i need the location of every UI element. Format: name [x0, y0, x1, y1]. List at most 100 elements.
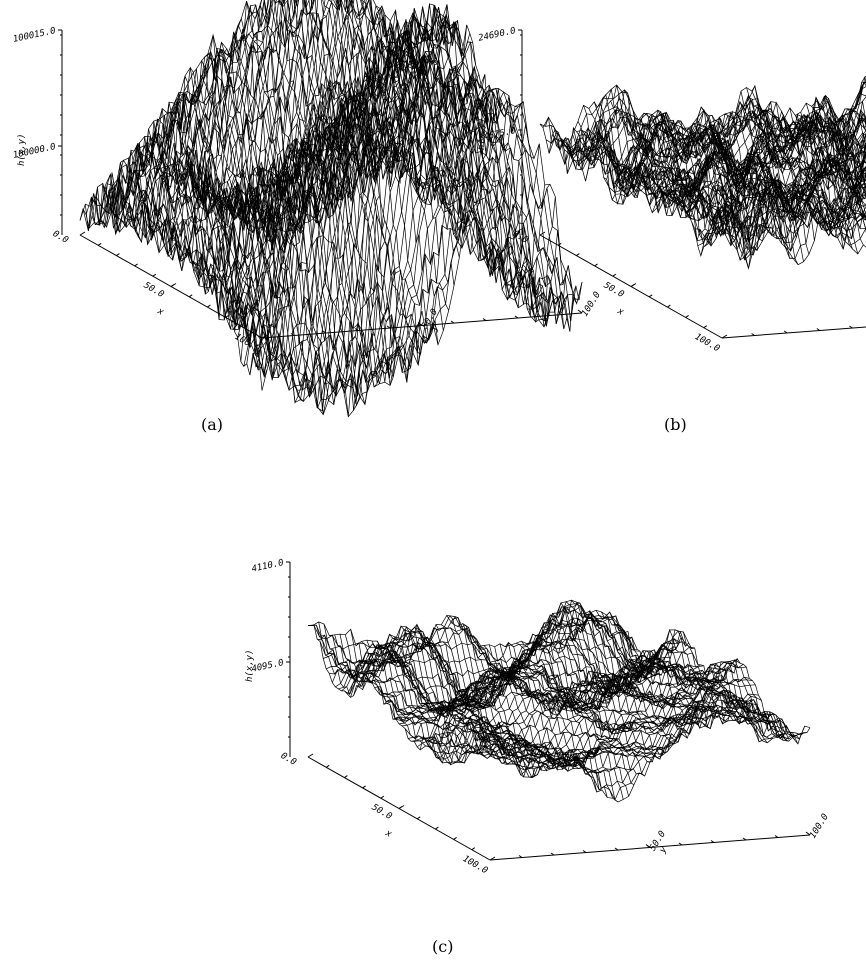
surface-line-y: [603, 118, 866, 193]
surface-line-y: [91, 95, 413, 241]
surface-line-y: [191, 10, 513, 381]
surface-line-y: [600, 121, 866, 182]
surface-line-y: [326, 599, 647, 682]
surface-line-y: [450, 704, 771, 771]
caption-a: (a): [201, 415, 224, 434]
y-minor-tick: [783, 330, 788, 334]
surface-line-y: [489, 694, 811, 803]
x-minor-tick: [557, 242, 562, 246]
x-minor-tick: [152, 273, 157, 277]
surface-line-y: [453, 695, 774, 765]
z-tick-label: 4095.0: [251, 658, 285, 675]
surface-wireframe: [307, 599, 811, 803]
surface-line-y: [100, 64, 422, 251]
surface-line-y: [462, 699, 783, 779]
surface-line-y: [365, 629, 686, 712]
surface-line-y: [362, 641, 683, 711]
surface-line-y: [389, 650, 711, 720]
y-minor-tick: [614, 847, 619, 851]
x-minor-tick: [612, 273, 617, 277]
surface-line-y: [691, 184, 866, 242]
surface-line-y: [633, 152, 866, 216]
surface-line-y: [188, 0, 510, 375]
y-minor-tick: [751, 333, 755, 336]
x-minor-tick: [325, 764, 330, 768]
z-tick-label: 24690.0: [477, 26, 516, 44]
x-minor-tick: [594, 263, 598, 267]
surface-line-y: [627, 149, 866, 207]
x-tick-label: 50.0: [602, 281, 626, 301]
surface-line-y: [688, 181, 866, 240]
x-minor-tick: [576, 253, 580, 257]
surface-line-y: [712, 198, 866, 261]
surface-line-y: [234, 78, 555, 397]
surface-line-y: [468, 703, 789, 770]
surface-line-x: [307, 625, 491, 753]
y-minor-tick: [678, 842, 683, 846]
x-axis-label: x: [383, 828, 394, 840]
surface-line-y: [225, 59, 546, 418]
surface-line-y: [694, 185, 866, 247]
surface-line-y: [618, 132, 866, 195]
surface-line-y: [416, 658, 738, 748]
surface-line-y: [219, 63, 540, 400]
x-minor-tick: [380, 795, 385, 799]
surface-line-y: [200, 31, 522, 391]
surface-line-y: [401, 663, 723, 727]
surface-line-y: [368, 630, 690, 715]
surface-line-y: [548, 81, 866, 163]
surface-line-y: [167, 0, 489, 305]
y-minor-tick: [816, 328, 821, 331]
surface-line-y: [194, 5, 516, 381]
surface-line-y: [660, 158, 866, 226]
x-minor-tick: [630, 284, 635, 287]
surface-line-y: [642, 132, 866, 213]
surface-line-y: [444, 689, 765, 766]
x-minor-tick: [134, 263, 138, 267]
surface-line-y: [721, 201, 866, 266]
surface-line-y: [676, 165, 866, 247]
surface-line-y: [173, 0, 495, 320]
surface-line-y: [465, 699, 786, 771]
x-minor-tick: [416, 816, 421, 820]
x-minor-tick: [116, 253, 120, 257]
y-minor-tick: [742, 837, 747, 841]
surface-line-y: [612, 137, 866, 195]
surface-line-y: [240, 76, 562, 388]
surface-line-y: [471, 708, 793, 772]
x-minor-tick: [471, 847, 476, 851]
surface-line-y: [560, 106, 866, 164]
x-minor-tick: [435, 826, 439, 830]
z-axis-label: h(x,y): [477, 117, 487, 150]
surface-line-y: [554, 75, 866, 159]
caption-b: (b): [664, 415, 687, 434]
surface-line-y: [542, 81, 866, 166]
y-minor-tick: [450, 320, 455, 324]
x-minor-tick: [453, 836, 457, 840]
surface-line-y: [231, 65, 553, 406]
surface-line-y: [377, 651, 699, 711]
surface-line-y: [317, 615, 638, 673]
surface-line-y: [435, 683, 756, 756]
surface-line-y: [474, 699, 796, 772]
x-minor-tick: [685, 314, 689, 318]
surface-line-y: [486, 691, 808, 801]
surface-wireframe: [539, 75, 866, 270]
x-axis-label: x: [155, 306, 166, 318]
x-minor-tick: [362, 785, 366, 789]
surface-line-y: [615, 132, 866, 197]
surface-line-y: [204, 28, 525, 404]
z-tick-label: 4110.0: [251, 558, 285, 575]
y-minor-tick: [386, 325, 391, 329]
y-minor-tick: [482, 318, 487, 321]
y-axis-label: y: [658, 845, 670, 856]
surface-line-y: [432, 679, 753, 764]
surface-line-y: [313, 616, 635, 664]
surface-line-y: [709, 188, 866, 251]
x-tick-label: 0.0: [51, 229, 70, 246]
y-axis-label: y: [430, 323, 442, 334]
surface-line-y: [480, 691, 802, 773]
x-axis-label: x: [615, 306, 626, 318]
surface-line-y: [539, 87, 866, 162]
